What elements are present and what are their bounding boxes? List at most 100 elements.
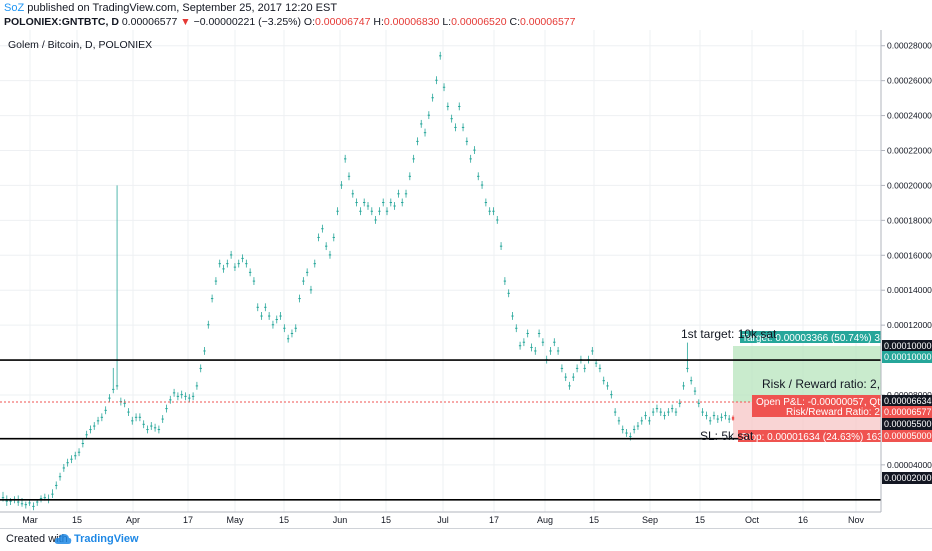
- candle: [404, 189, 408, 198]
- candle: [283, 324, 286, 333]
- candle-body: [207, 324, 210, 326]
- candle-body: [606, 385, 609, 387]
- candle: [157, 425, 161, 434]
- candle-body: [621, 429, 624, 431]
- rr-small-text: Risk/Reward Ratio: 2.06: [786, 407, 894, 418]
- candle-body: [689, 380, 693, 382]
- candle: [47, 494, 50, 504]
- candle: [370, 207, 373, 216]
- candle: [58, 472, 62, 481]
- candle: [507, 289, 510, 298]
- price-label-current-dark-bg: [882, 395, 932, 407]
- candle: [55, 481, 58, 490]
- candle-body: [648, 420, 651, 422]
- price-chart[interactable]: Golem / Bitcoin, D, POLONIEX Target: 0.0…: [0, 0, 932, 528]
- candle-body: [226, 263, 229, 265]
- candle: [591, 346, 594, 355]
- candle-body: [522, 341, 526, 343]
- x-tick-label: Apr: [126, 515, 140, 525]
- candle-body: [146, 429, 149, 431]
- candle-body: [560, 367, 564, 369]
- candle-body: [24, 504, 27, 506]
- candle-body: [553, 341, 556, 343]
- candle-body: [511, 315, 514, 317]
- down-arrow-icon: ▼: [180, 16, 191, 28]
- candle-body: [17, 501, 20, 503]
- footer: Created with TradingView: [0, 528, 932, 551]
- candle-body: [317, 236, 320, 238]
- y-tick-label: 0.00028000: [887, 41, 932, 51]
- candle: [138, 413, 142, 422]
- candle: [465, 137, 469, 146]
- candle: [382, 198, 385, 207]
- candle: [648, 416, 651, 425]
- candle: [104, 406, 107, 415]
- candle-body: [81, 443, 85, 445]
- stop-box-text: Stop: 0.00001634 (24.63%) 1634, Am: [741, 432, 908, 443]
- candle-body: [176, 395, 180, 397]
- candle-body: [439, 55, 442, 57]
- quote-line: POLONIEX:GNTBTC, D 0.00006577 ▼ −0.00000…: [4, 16, 575, 28]
- candle: [564, 373, 567, 382]
- x-tick-label: Oct: [745, 515, 760, 525]
- candle-body: [359, 210, 362, 212]
- candle-body: [458, 105, 461, 107]
- published-text: published on TradingView.com, September …: [24, 2, 338, 14]
- candle-body: [321, 228, 324, 230]
- candle-body: [366, 205, 370, 207]
- candle: [51, 489, 54, 499]
- candle: [610, 390, 613, 399]
- candle: [267, 312, 271, 320]
- tradingview-brand[interactable]: TradingView: [74, 533, 139, 545]
- candle-body: [515, 327, 518, 329]
- candle-body: [336, 210, 339, 212]
- candle: [332, 233, 335, 242]
- candle-body: [39, 498, 43, 500]
- candle-body: [203, 350, 206, 352]
- candle-body: [161, 418, 164, 420]
- candle: [401, 198, 404, 207]
- candle-body: [1, 497, 5, 499]
- time-axis[interactable]: [0, 512, 881, 528]
- candle: [625, 429, 628, 437]
- x-tick-label: Sep: [642, 515, 658, 525]
- candle-body: [374, 219, 377, 221]
- candle-body: [530, 346, 533, 348]
- candle: [515, 324, 518, 333]
- candle: [305, 268, 309, 277]
- candle-body: [393, 205, 396, 207]
- candle-body: [564, 376, 567, 378]
- y-tick-label: 0.00018000: [887, 215, 932, 225]
- candle-body: [283, 327, 286, 329]
- candle: [203, 346, 206, 355]
- candle: [112, 367, 115, 394]
- x-tick-label: Nov: [848, 515, 865, 525]
- candle-body: [344, 158, 347, 160]
- low-label: L:: [442, 16, 452, 28]
- candle-body: [408, 175, 412, 177]
- candle: [427, 111, 431, 120]
- time-axis-ticks: Mar 15 Apr 17 May 15 Jun 15 Jul 17 Aug 15 Sep 15 Oct 16…: [22, 515, 864, 525]
- y-tick-label: 0.00012000: [887, 320, 932, 330]
- candle: [74, 451, 77, 460]
- candle: [374, 215, 377, 224]
- candle: [366, 202, 370, 210]
- candle-body: [74, 455, 77, 457]
- candle-body: [682, 385, 685, 387]
- candle-body: [195, 385, 199, 387]
- candle: [32, 502, 35, 511]
- candle: [218, 259, 221, 268]
- y-tick-label: 0.00024000: [887, 111, 932, 121]
- candle-body: [697, 402, 700, 404]
- author-link[interactable]: SoZ: [4, 2, 25, 14]
- candle-body: [218, 263, 221, 265]
- candle: [606, 381, 609, 390]
- candle-body: [416, 140, 419, 142]
- candle: [686, 342, 689, 373]
- candle: [553, 338, 556, 347]
- candle-body: [709, 420, 712, 422]
- candle: [100, 413, 104, 422]
- candle-body: [5, 500, 8, 502]
- candle-body: [9, 500, 12, 502]
- candle-body: [188, 397, 191, 399]
